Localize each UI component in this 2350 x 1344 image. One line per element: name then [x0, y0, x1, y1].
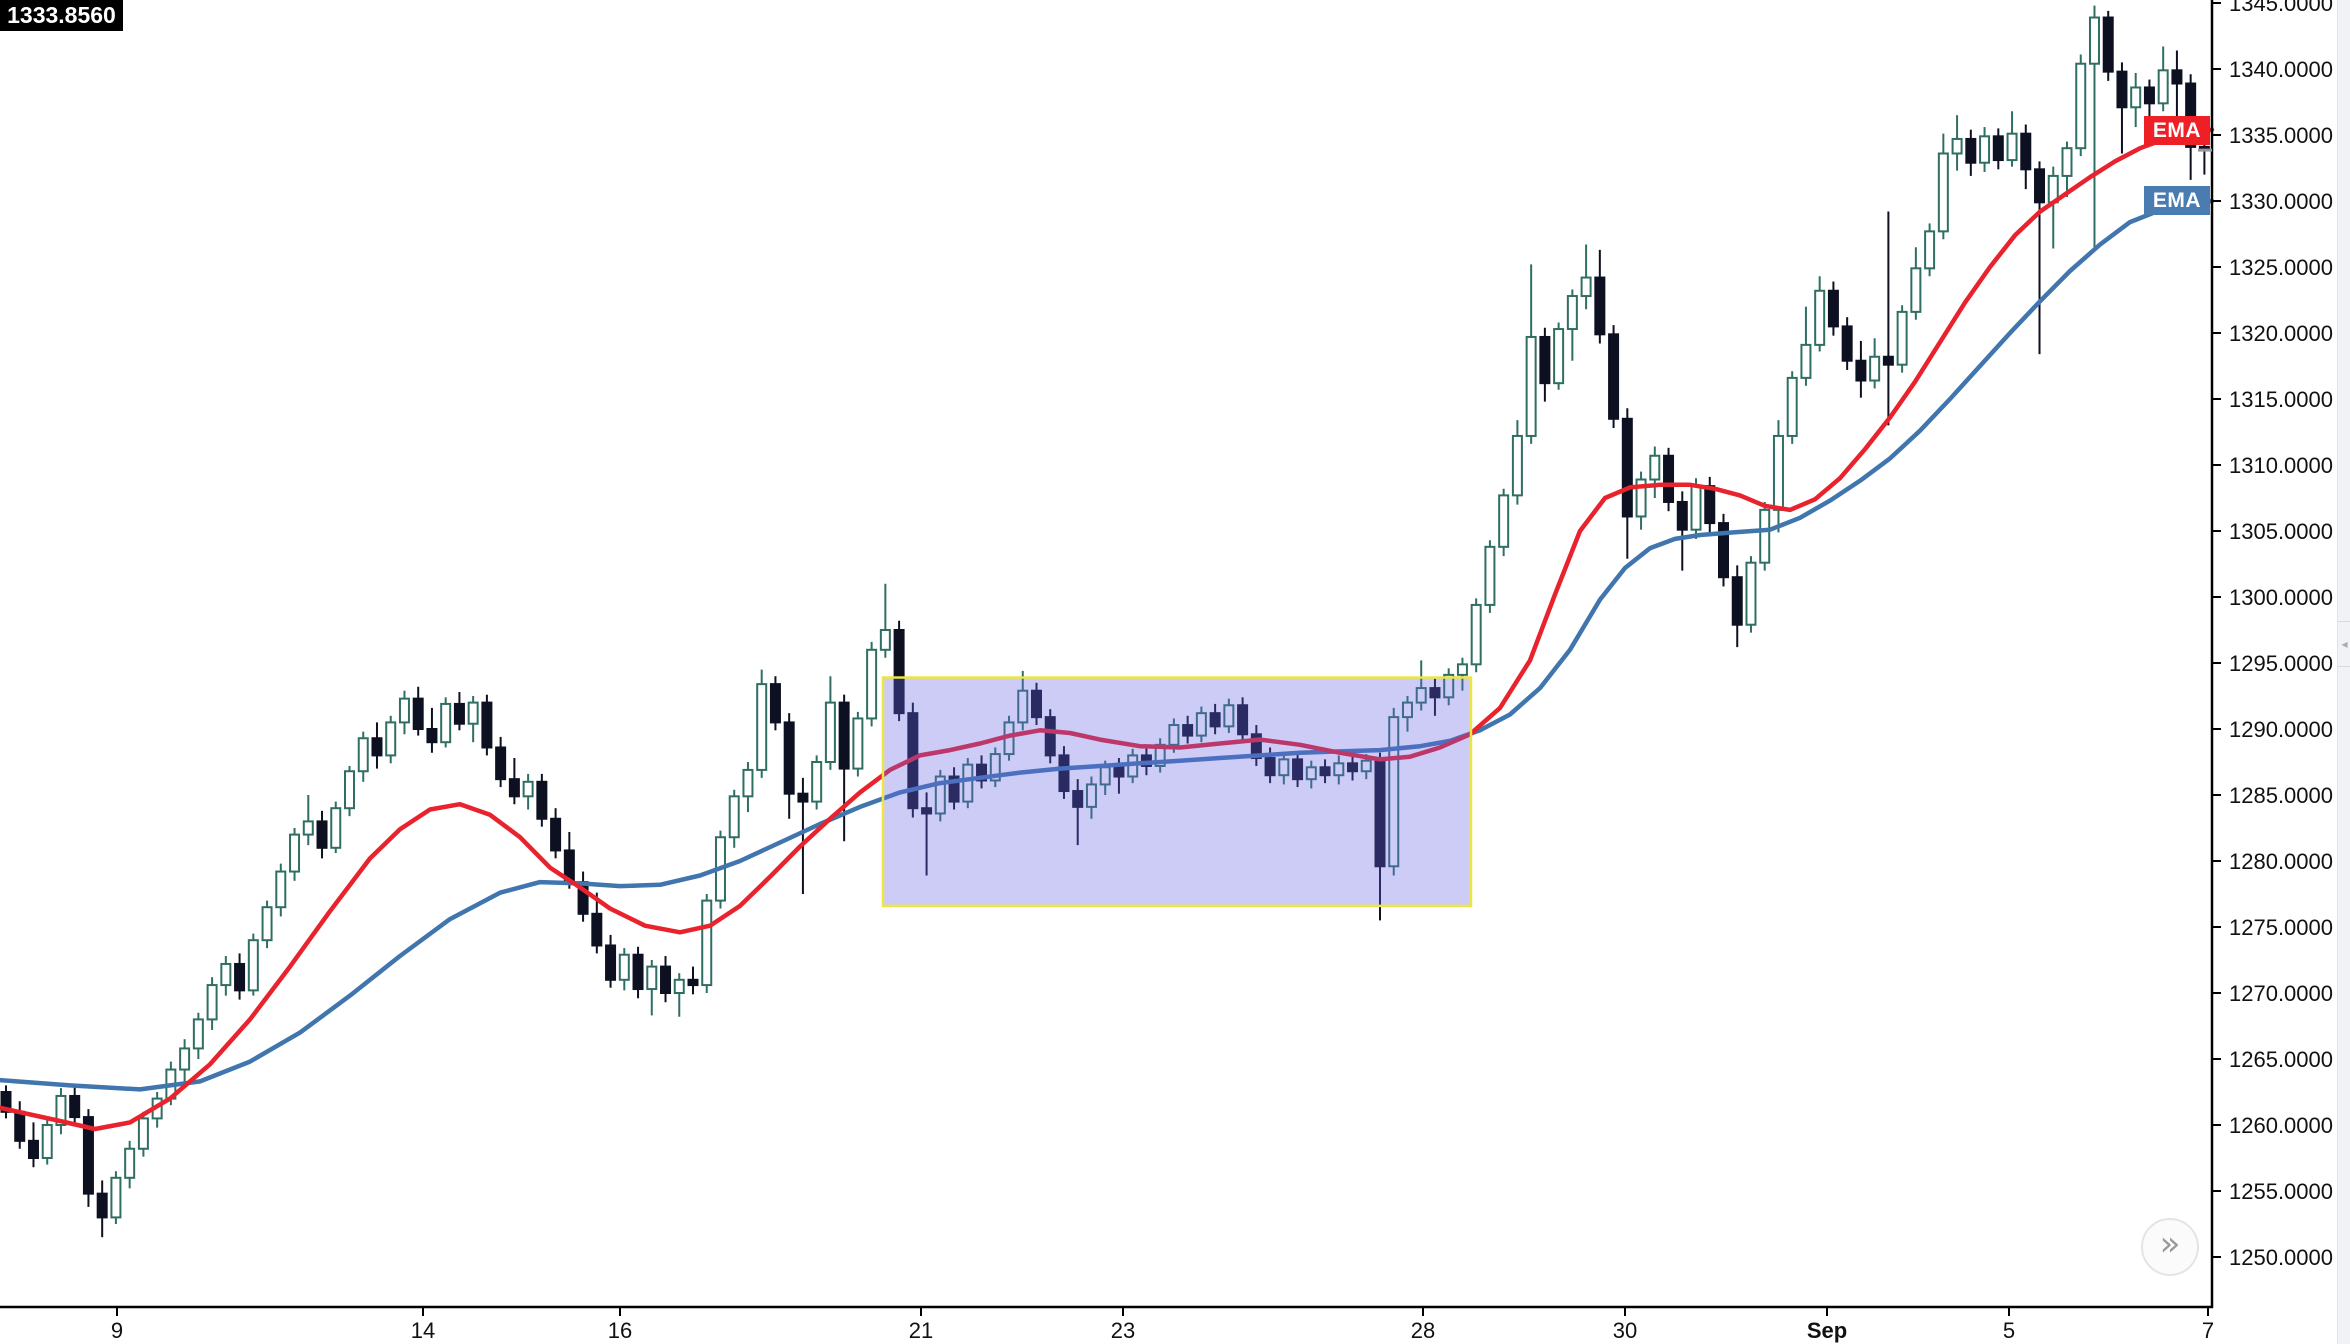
axes	[0, 0, 2214, 1309]
candles-series	[0, 5, 2210, 1238]
price-axis[interactable]: 1345.0000 1340.0000 1335.0000 1330.0000 1325…	[2212, 0, 2333, 1270]
svg-text:5: 5	[2003, 1318, 2015, 1343]
strip-divider	[2338, 621, 2350, 622]
svg-text:1290.0000: 1290.0000	[2229, 717, 2333, 742]
svg-text:1285.0000: 1285.0000	[2229, 783, 2333, 808]
svg-text:16: 16	[608, 1318, 632, 1343]
last-price-tag: 1333.8560	[0, 0, 123, 31]
time-axis[interactable]: 9 14 16 21 23 28 30 Sep 5 7	[111, 1307, 2214, 1343]
svg-text:Sep: Sep	[1807, 1318, 1847, 1343]
svg-text:1275.0000: 1275.0000	[2229, 915, 2333, 940]
svg-text:1280.0000: 1280.0000	[2229, 849, 2333, 874]
svg-text:30: 30	[1613, 1318, 1637, 1343]
svg-text:23: 23	[1111, 1318, 1135, 1343]
strip-divider	[2338, 666, 2350, 667]
ema-slow-line[interactable]	[0, 198, 2215, 1092]
collapsed-panel-strip[interactable]: ◂	[2337, 0, 2350, 1344]
svg-text:1325.0000: 1325.0000	[2229, 255, 2333, 280]
svg-text:21: 21	[909, 1318, 933, 1343]
svg-text:1255.0000: 1255.0000	[2229, 1179, 2333, 1204]
svg-text:9: 9	[111, 1318, 123, 1343]
svg-text:1260.0000: 1260.0000	[2229, 1113, 2333, 1138]
svg-text:1345.0000: 1345.0000	[2229, 0, 2333, 16]
svg-text:1315.0000: 1315.0000	[2229, 387, 2333, 412]
svg-text:1295.0000: 1295.0000	[2229, 651, 2333, 676]
ema-slow-tag[interactable]: EMA	[2144, 186, 2210, 215]
double-chevron-right-icon: »	[2159, 1224, 2181, 1264]
svg-text:1265.0000: 1265.0000	[2229, 1047, 2333, 1072]
svg-text:7: 7	[2202, 1318, 2214, 1343]
svg-text:1335.0000: 1335.0000	[2229, 123, 2333, 148]
panel-collapse-arrow-icon[interactable]: ◂	[2341, 637, 2348, 651]
svg-text:14: 14	[411, 1318, 435, 1343]
svg-text:1300.0000: 1300.0000	[2229, 585, 2333, 610]
svg-text:28: 28	[1411, 1318, 1435, 1343]
svg-text:1340.0000: 1340.0000	[2229, 57, 2333, 82]
svg-text:1320.0000: 1320.0000	[2229, 321, 2333, 346]
ema-fast-line[interactable]	[0, 127, 2215, 1132]
svg-text:1330.0000: 1330.0000	[2229, 189, 2333, 214]
svg-text:1305.0000: 1305.0000	[2229, 519, 2333, 544]
svg-text:1310.0000: 1310.0000	[2229, 453, 2333, 478]
expand-toolbar-button[interactable]: »	[2141, 1218, 2199, 1276]
highlight-range-box[interactable]	[881, 676, 1473, 908]
ema-fast-tag[interactable]: EMA	[2144, 116, 2210, 145]
svg-text:1250.0000: 1250.0000	[2229, 1245, 2333, 1270]
svg-text:1270.0000: 1270.0000	[2229, 981, 2333, 1006]
